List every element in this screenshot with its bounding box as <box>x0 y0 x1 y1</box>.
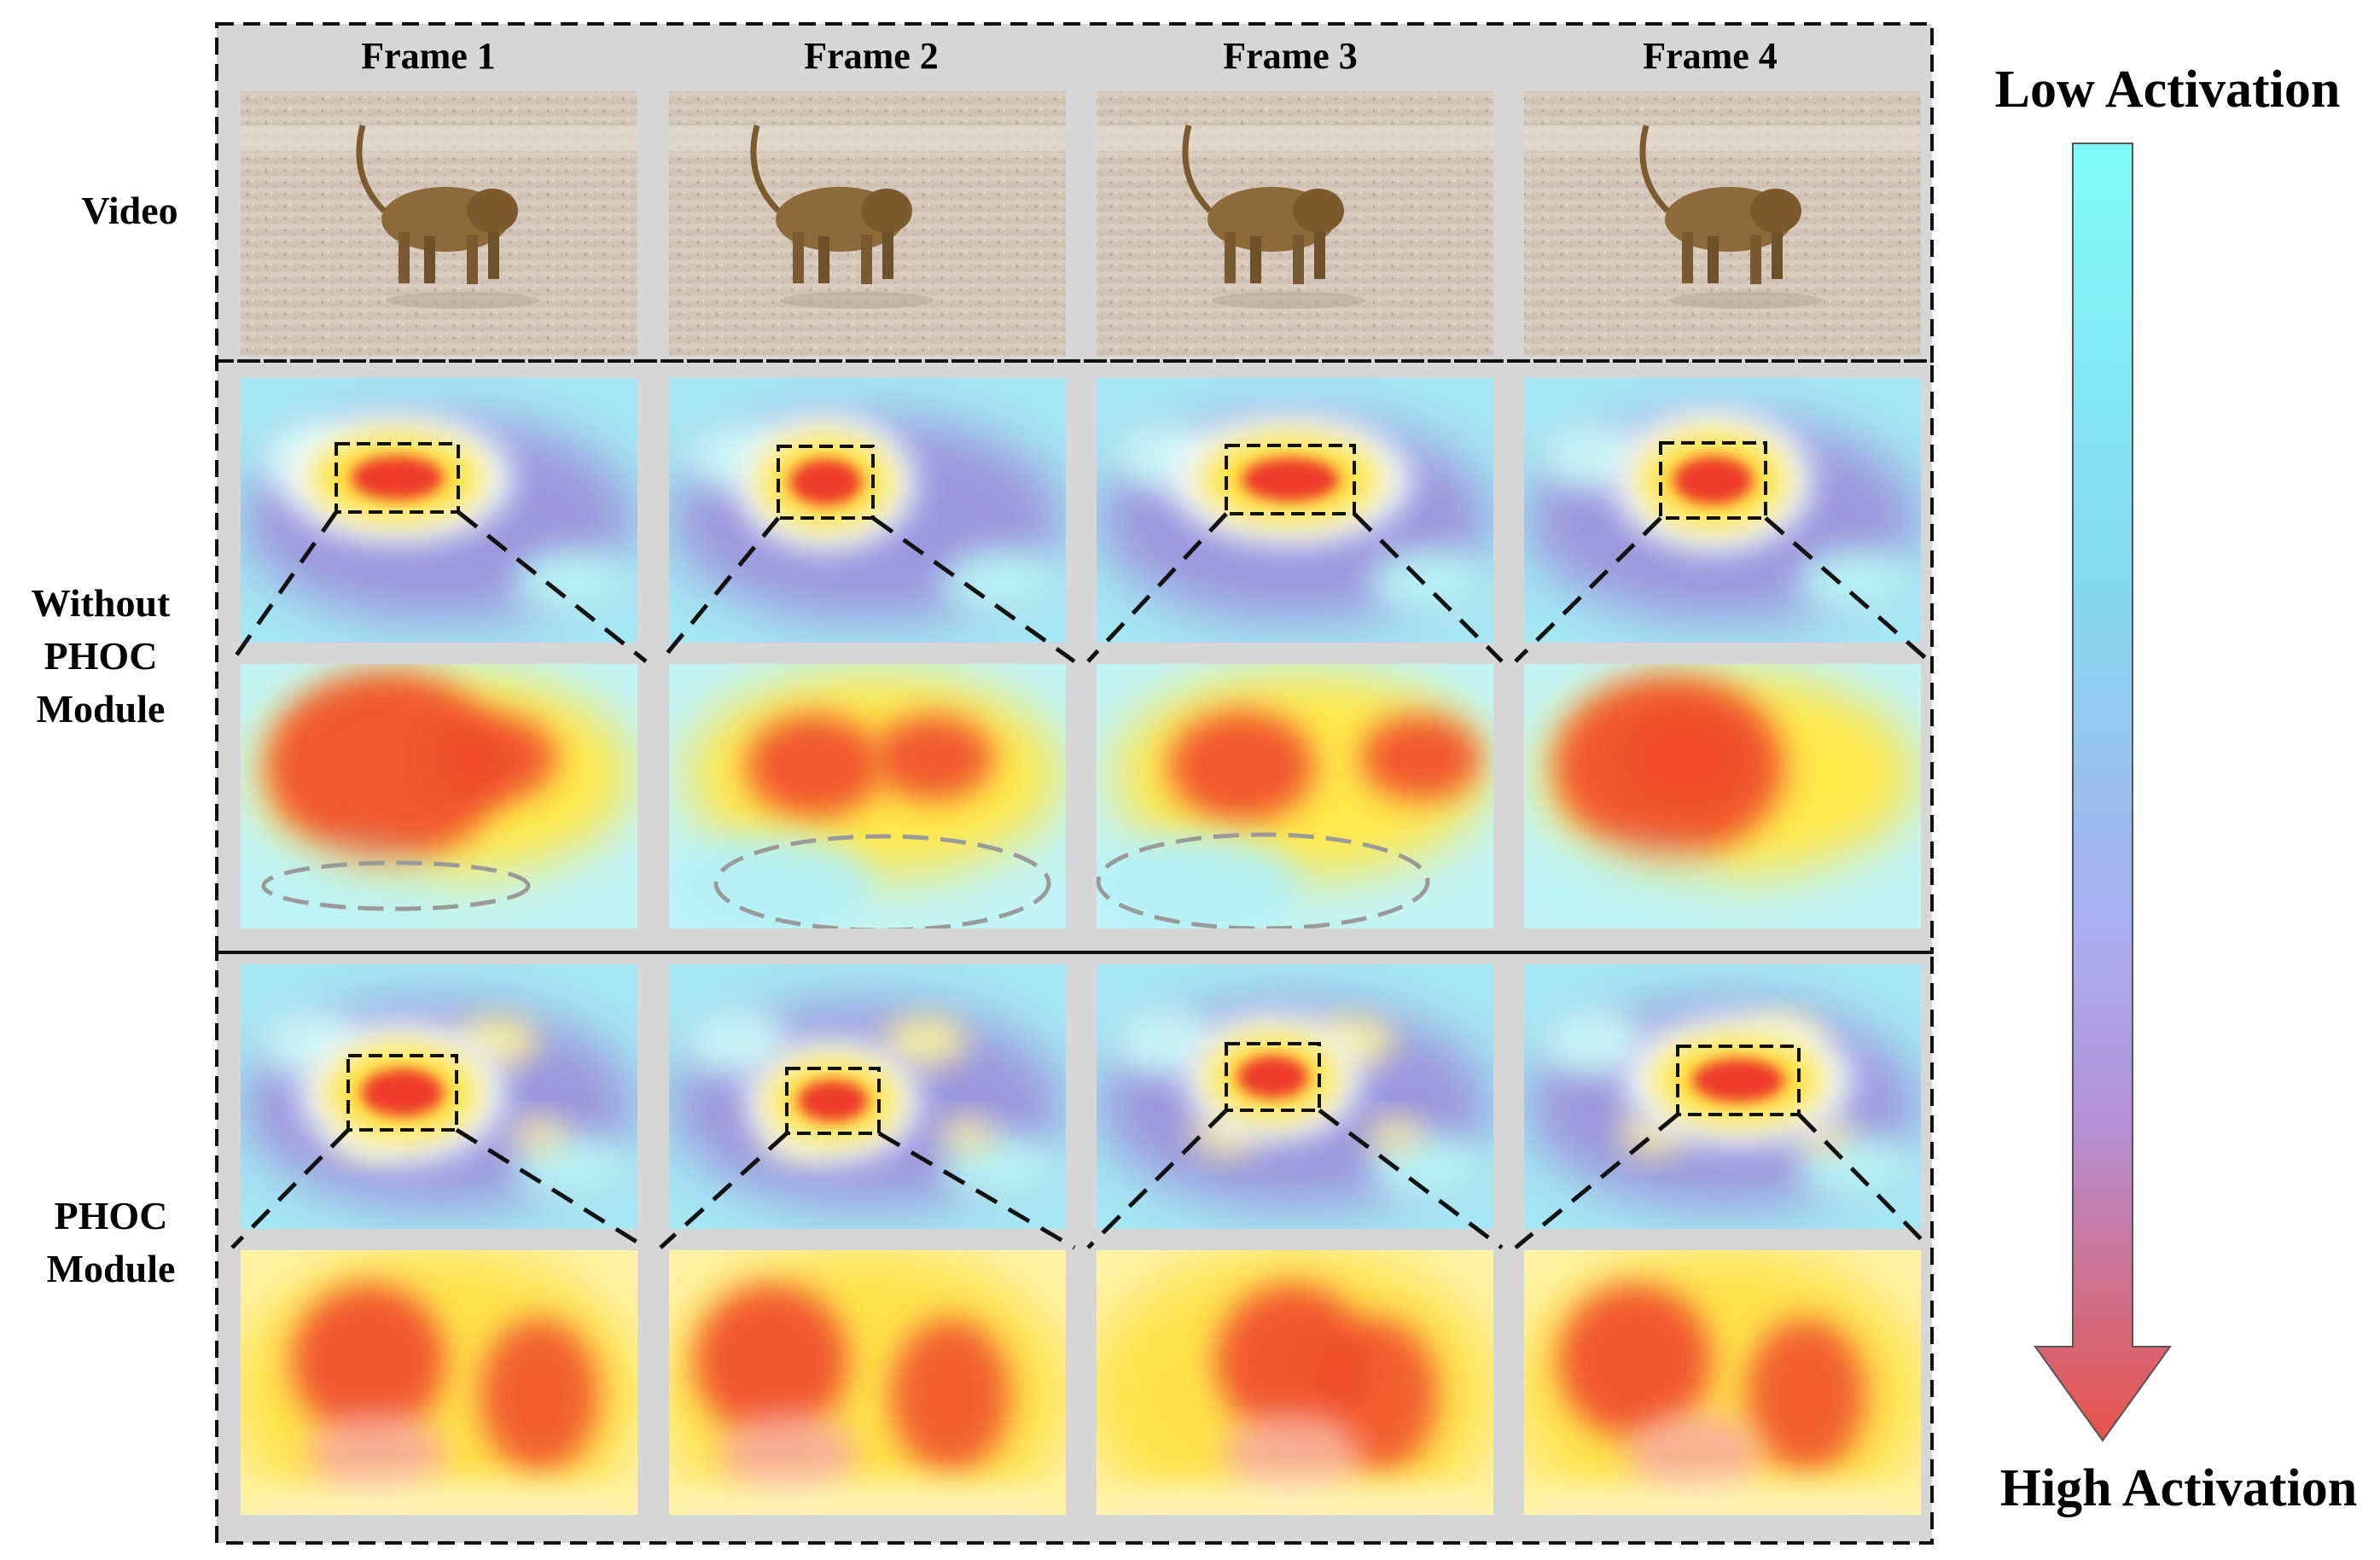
highlight-ellipse <box>713 834 1051 928</box>
without-phoc-overview-3 <box>1097 378 1493 643</box>
row-label-phoc-line1: PHOC <box>55 1194 168 1237</box>
zoom-line <box>871 515 1076 664</box>
without-phoc-zoom-1 <box>241 664 637 928</box>
without-phoc-overview-1 <box>241 378 637 643</box>
image-grid <box>230 91 1931 1515</box>
row-label-without-line1: Without <box>32 581 171 625</box>
video-frame-2 <box>669 91 1066 356</box>
phoc-zoom-4 <box>1524 1250 1921 1515</box>
without-phoc-overview-2 <box>669 378 1066 643</box>
column-header-frame-4: Frame 4 <box>1643 35 1778 77</box>
phoc-overview-3 <box>1097 964 1493 1229</box>
row-label-phoc-line2: Module <box>47 1247 176 1290</box>
zoom-line <box>457 510 648 663</box>
row-label-without-line3: Module <box>37 687 166 731</box>
zoom-line <box>1318 1109 1504 1249</box>
activation-arrow <box>2034 143 2172 1442</box>
column-header-frame-1: Frame 1 <box>361 35 496 77</box>
phoc-zoom-3 <box>1097 1250 1493 1515</box>
zoom-line <box>1086 1109 1228 1249</box>
without-phoc-zoom-2 <box>669 664 1066 928</box>
row-label-without-line2: PHOC <box>44 634 158 678</box>
zoom-line <box>1797 1113 1931 1249</box>
row-label-video: Video <box>81 189 177 232</box>
column-header-frame-2: Frame 2 <box>804 35 939 77</box>
legend-high-label: High Activation <box>2000 1459 2358 1517</box>
zoom-line <box>230 510 339 663</box>
zoom-line <box>1514 516 1662 663</box>
video-frame-3 <box>1097 91 1493 356</box>
zoom-line <box>659 516 780 663</box>
highlight-ellipse <box>261 860 531 911</box>
phoc-zoom-1 <box>241 1250 637 1515</box>
phoc-overview-2 <box>669 964 1066 1229</box>
phoc-overview-1 <box>241 964 637 1229</box>
without-phoc-zoom-3 <box>1097 664 1493 928</box>
zoom-line <box>877 1131 1076 1250</box>
zoom-line <box>1353 512 1504 663</box>
highlight-ellipse <box>1097 832 1430 928</box>
legend-low-label: Low Activation <box>1995 61 2341 119</box>
phoc-overview-4 <box>1524 964 1921 1229</box>
zoom-line <box>1086 512 1228 663</box>
zoom-line <box>659 1132 788 1249</box>
column-header-frame-3: Frame 3 <box>1223 35 1358 77</box>
video-frame-4 <box>1524 91 1921 356</box>
phoc-section-border <box>215 951 1934 1545</box>
video-frame-1 <box>241 91 637 356</box>
phoc-zoom-2 <box>669 1250 1066 1515</box>
zoom-line <box>230 1128 350 1249</box>
without-phoc-zoom-4 <box>1524 664 1921 928</box>
